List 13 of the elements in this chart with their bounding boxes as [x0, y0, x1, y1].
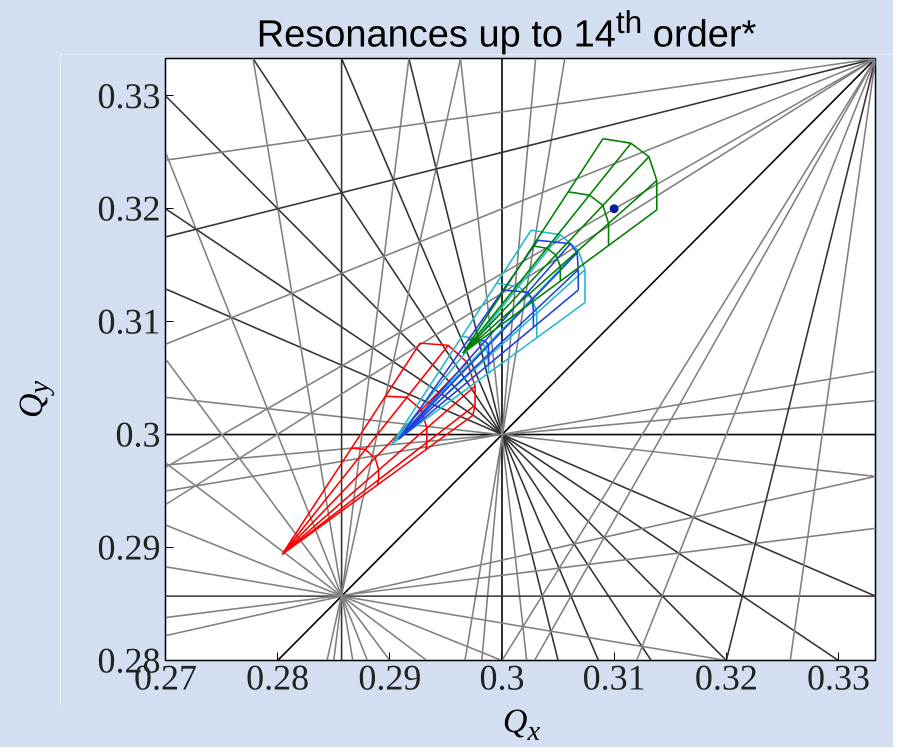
- x-axis-title: Q$_{x}$: [502, 703, 540, 749]
- x-tick-label: 0.31: [582, 658, 646, 698]
- y-tick-label: 0.33: [98, 76, 160, 116]
- y-tick-label: 0.32: [98, 188, 160, 229]
- y-tick-label: 0.31: [98, 302, 160, 342]
- x-tick-label: 0.3: [479, 658, 524, 698]
- x-tick-label: 0.32: [694, 658, 758, 698]
- x-tick-label: 0.29: [358, 658, 422, 698]
- y-tick-label: 0.29: [98, 528, 160, 568]
- y-tick-label: 0.3: [116, 414, 160, 455]
- chart-title: Resonances up to 14$^{th}$ order*: [256, 3, 756, 56]
- x-tick-label: 0.33: [806, 658, 870, 698]
- x-tick-label: 0.28: [246, 658, 310, 698]
